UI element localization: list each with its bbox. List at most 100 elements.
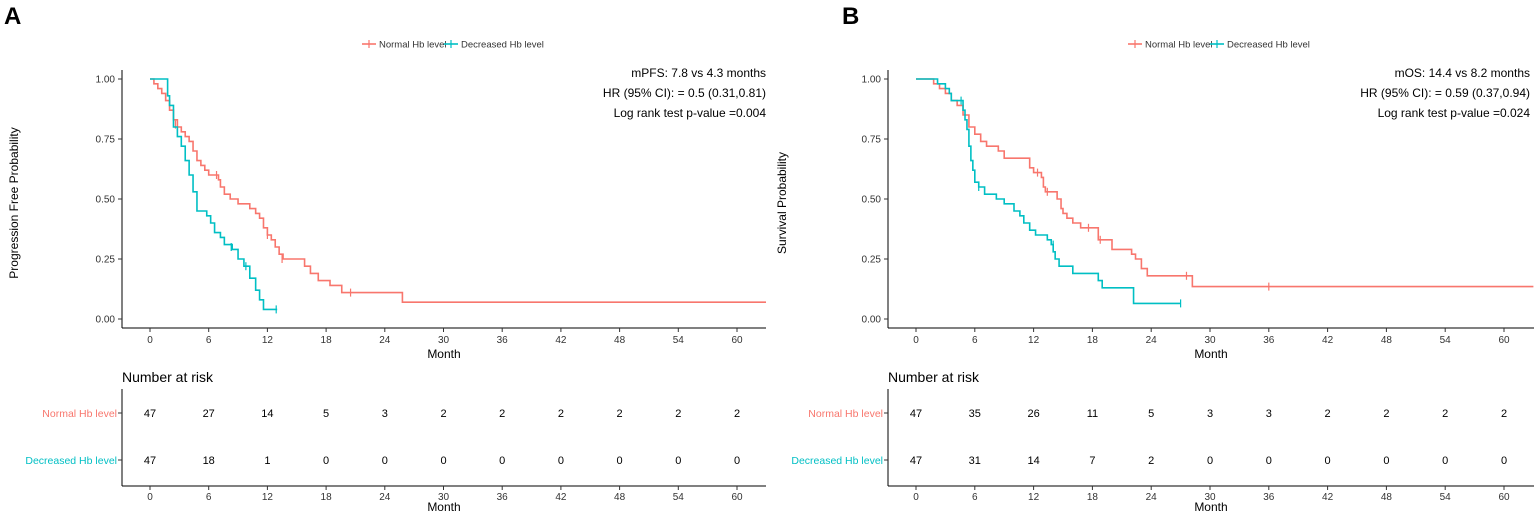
km-curve-normal [150,78,766,303]
x-tick-label: 54 [1440,335,1452,346]
risk-value: 0 [675,455,681,467]
risk-value: 2 [440,408,446,420]
risk-x-axis-title: Month [427,500,460,514]
risk-value: 0 [323,455,329,467]
risk-value: 2 [1148,455,1154,467]
risk-value: 2 [734,408,740,420]
x-tick-label: 36 [1263,335,1275,346]
risk-x-tick-label: 12 [1028,492,1040,503]
risk-value: 26 [1027,408,1039,420]
stat-annotation: mPFS: 7.8 vs 4.3 months [631,66,766,80]
y-tick-label: 1.00 [862,75,882,86]
x-tick-label: 12 [1028,335,1040,346]
legend: Normal Hb level Decreased Hb level [362,40,544,51]
x-axis-title: Month [1194,347,1227,361]
y-tick-label: 0.00 [96,315,116,326]
risk-value: 0 [1266,455,1272,467]
x-axis-title: Month [427,347,460,361]
risk-value: 3 [1266,408,1272,420]
risk-value: 47 [144,408,156,420]
risk-value: 2 [499,408,505,420]
risk-x-tick-label: 54 [673,492,685,503]
risk-x-tick-label: 36 [497,492,509,503]
risk-x-tick-label: 30 [1204,492,1216,503]
risk-row-label-normal: Normal Hb level [42,408,117,420]
x-tick-label: 48 [614,335,626,346]
x-tick-label: 60 [1498,335,1510,346]
x-tick-label: 54 [673,335,685,346]
km-curve-decreased [150,78,278,311]
risk-x-tick-label: 18 [321,492,333,503]
risk-x-axis-title: Month [1194,500,1227,514]
risk-x-tick-label: 12 [262,492,274,503]
risk-row-label-normal: Normal Hb level [808,408,883,420]
y-axis-title: Progression Free Probability [7,127,21,278]
x-tick-label: 18 [1087,335,1099,346]
risk-value: 5 [1148,408,1154,420]
risk-x-tick-label: 18 [1087,492,1099,503]
risk-value: 0 [1501,455,1507,467]
y-axis-title: Survival Probability [775,152,789,254]
risk-value: 14 [261,408,273,420]
risk-x-tick-label: 30 [438,492,450,503]
risk-x-tick-label: 6 [972,492,978,503]
legend-label-decreased: Decreased Hb level [1227,40,1310,51]
risk-row-label-decreased: Decreased Hb level [25,455,117,467]
risk-table-title: Number at risk [888,369,980,385]
risk-value: 0 [558,455,564,467]
risk-value: 0 [440,455,446,467]
risk-x-tick-label: 24 [1146,492,1158,503]
risk-value: 27 [203,408,215,420]
risk-value: 5 [323,408,329,420]
risk-value: 47 [910,455,922,467]
x-tick-label: 0 [913,335,919,346]
risk-x-tick-label: 0 [147,492,153,503]
risk-row-label-decreased: Decreased Hb level [791,455,883,467]
panel-b: B Normal Hb level Decreased Hb level 0.00 0.… [775,3,1534,514]
risk-value: 11 [1087,408,1098,420]
x-tick-label: 24 [1146,335,1158,346]
risk-table-title: Number at risk [122,369,214,385]
risk-x-tick-label: 48 [614,492,626,503]
legend-label-normal: Normal Hb level [379,40,447,51]
panel-a: A Normal Hb level Decreased Hb level 0.00 0.… [4,3,766,514]
x-tick-label: 42 [1322,335,1334,346]
y-tick-label: 0.25 [96,255,116,266]
x-tick-label: 60 [731,335,743,346]
risk-value: 35 [969,408,981,420]
risk-value: 3 [382,408,388,420]
y-tick-label: 0.50 [96,195,116,206]
risk-x-tick-label: 48 [1381,492,1393,503]
stat-annotation: mOS: 14.4 vs 8.2 months [1395,66,1530,80]
legend-label-decreased: Decreased Hb level [461,40,544,51]
risk-value: 0 [734,455,740,467]
risk-x-tick-label: 24 [379,492,391,503]
stat-annotation: HR (95% CI): = 0.59 (0.37,0.94) [1360,86,1530,100]
km-curve-decreased [916,78,1181,305]
risk-x-tick-label: 6 [206,492,212,503]
x-tick-label: 18 [321,335,333,346]
y-tick-label: 0.00 [862,315,882,326]
risk-value: 2 [1501,408,1507,420]
risk-value: 14 [1027,455,1039,467]
risk-x-tick-label: 60 [731,492,743,503]
y-tick-label: 0.75 [96,135,116,146]
risk-value: 2 [1383,408,1389,420]
y-tick-label: 1.00 [96,75,116,86]
risk-x-tick-label: 36 [1263,492,1275,503]
risk-value: 2 [675,408,681,420]
risk-value: 0 [617,455,623,467]
risk-x-tick-label: 0 [913,492,919,503]
risk-value: 7 [1089,455,1095,467]
stat-annotation: Log rank test p-value =0.004 [614,106,767,120]
x-tick-label: 12 [262,335,274,346]
risk-x-tick-label: 42 [1322,492,1334,503]
risk-table: Number at risk Normal Hb level 47 27 14 5 3 2 2 2… [25,369,766,514]
risk-value: 0 [1383,455,1389,467]
risk-value: 0 [499,455,505,467]
legend: Normal Hb level Decreased Hb level [1128,40,1310,51]
km-curve-normal [916,78,1534,288]
risk-value: 47 [910,408,922,420]
